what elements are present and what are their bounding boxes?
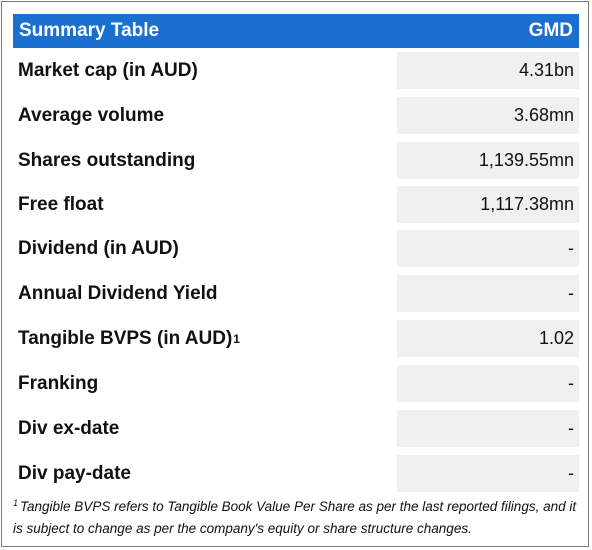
- table-row: Market cap (in AUD) 4.31bn: [13, 52, 579, 89]
- footnote-text: Tangible BVPS refers to Tangible Book Va…: [13, 499, 577, 536]
- row-label: Shares outstanding: [18, 149, 196, 171]
- row-label: Free float: [18, 193, 104, 215]
- row-value: -: [397, 275, 579, 312]
- table-row: Average volume 3.68mn: [13, 97, 579, 134]
- table-row: Annual Dividend Yield -: [13, 275, 579, 312]
- table-row: Div ex-date -: [13, 410, 579, 447]
- footnote-marker: 1: [13, 497, 19, 508]
- table-row: Tangible BVPS (in AUD) 1 1.02: [13, 320, 579, 357]
- row-value: 1,139.55mn: [397, 142, 579, 179]
- row-label: Franking: [18, 372, 99, 394]
- row-label: Annual Dividend Yield: [18, 282, 218, 304]
- table-row: Franking -: [13, 365, 579, 402]
- table-row: Shares outstanding 1,139.55mn: [13, 142, 579, 179]
- row-label: Market cap (in AUD): [18, 59, 198, 81]
- row-value: -: [397, 230, 579, 267]
- row-value: -: [397, 410, 579, 447]
- row-value: -: [397, 455, 579, 492]
- table-ticker: GMD: [528, 20, 573, 41]
- table-title: Summary Table: [19, 20, 160, 41]
- row-label: Dividend (in AUD): [18, 237, 179, 259]
- footnote: 1 Tangible BVPS refers to Tangible Book V…: [13, 496, 579, 540]
- row-value: 3.68mn: [397, 97, 579, 134]
- table-row: Div pay-date -: [13, 455, 579, 492]
- row-label: Div pay-date: [18, 462, 131, 484]
- row-value: 4.31bn: [397, 52, 579, 89]
- row-label: Tangible BVPS (in AUD) 1: [18, 327, 240, 349]
- table-row: Free float 1,117.38mn: [13, 186, 579, 223]
- row-label: Average volume: [18, 104, 165, 126]
- table-header: Summary Table GMD: [13, 14, 579, 48]
- row-value: 1.02: [397, 320, 579, 357]
- table-row: Dividend (in AUD) -: [13, 230, 579, 267]
- row-label: Div ex-date: [18, 417, 120, 439]
- row-value: 1,117.38mn: [397, 186, 579, 223]
- row-value: -: [397, 365, 579, 402]
